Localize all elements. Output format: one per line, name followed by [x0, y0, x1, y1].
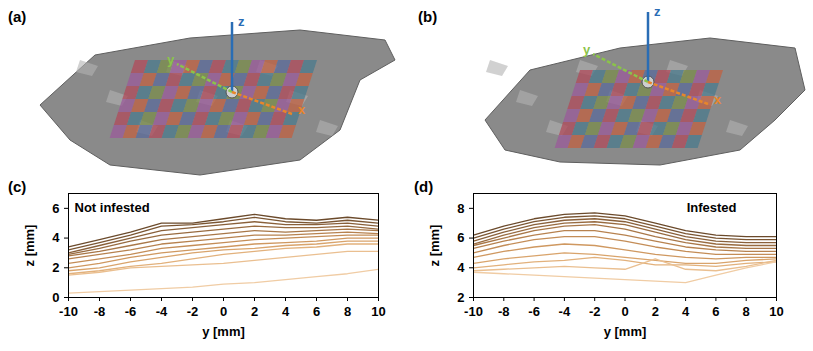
- svg-text:6: 6: [52, 201, 59, 216]
- svg-text:x: x: [714, 92, 722, 107]
- svg-text:z: z: [238, 14, 245, 29]
- svg-text:2: 2: [457, 290, 464, 305]
- svg-text:8: 8: [457, 201, 464, 216]
- svg-text:2: 2: [652, 304, 659, 319]
- svg-text:(b): (b): [418, 8, 437, 25]
- svg-text:4: 4: [282, 304, 290, 319]
- svg-text:6: 6: [712, 304, 719, 319]
- svg-text:0: 0: [52, 290, 59, 305]
- svg-text:x: x: [298, 102, 306, 117]
- html-text:(d): (d): [414, 178, 434, 195]
- svg-text:y: y: [167, 52, 175, 67]
- svg-text:-8: -8: [498, 304, 510, 319]
- svg-text:-6: -6: [528, 304, 540, 319]
- svg-text:-4: -4: [156, 304, 168, 319]
- svg-text:6: 6: [313, 304, 320, 319]
- svg-text:-6: -6: [125, 304, 137, 319]
- svg-text:-10: -10: [464, 304, 483, 319]
- svg-text:0: 0: [621, 304, 628, 319]
- svg-text:8: 8: [743, 304, 750, 319]
- svg-text:4: 4: [52, 230, 60, 245]
- svg-text:y [mm]: y [mm]: [202, 324, 245, 339]
- svg-text:-2: -2: [187, 304, 199, 319]
- svg-text:0: 0: [220, 304, 227, 319]
- svg-text:-10: -10: [59, 304, 78, 319]
- svg-text:z [mm]: z [mm]: [427, 225, 442, 267]
- svg-text:y: y: [583, 42, 591, 57]
- html-text:(c): (c): [8, 178, 27, 195]
- svg-text:8: 8: [344, 304, 351, 319]
- svg-text:10: 10: [371, 304, 385, 319]
- svg-text:z: z: [654, 4, 661, 19]
- svg-text:-8: -8: [94, 304, 106, 319]
- svg-text:z [mm]: z [mm]: [22, 225, 37, 267]
- svg-text:y [mm]: y [mm]: [604, 324, 647, 339]
- svg-text:Infested: Infested: [687, 200, 737, 215]
- svg-text:4: 4: [457, 260, 465, 275]
- svg-text:(a): (a): [8, 8, 26, 25]
- svg-text:2: 2: [52, 260, 59, 275]
- svg-text:Not infested: Not infested: [75, 200, 150, 215]
- svg-text:2: 2: [251, 304, 258, 319]
- svg-text:4: 4: [682, 304, 690, 319]
- svg-text:-4: -4: [559, 304, 571, 319]
- svg-text:10: 10: [769, 304, 783, 319]
- svg-text:6: 6: [457, 230, 464, 245]
- svg-text:-2: -2: [589, 304, 601, 319]
